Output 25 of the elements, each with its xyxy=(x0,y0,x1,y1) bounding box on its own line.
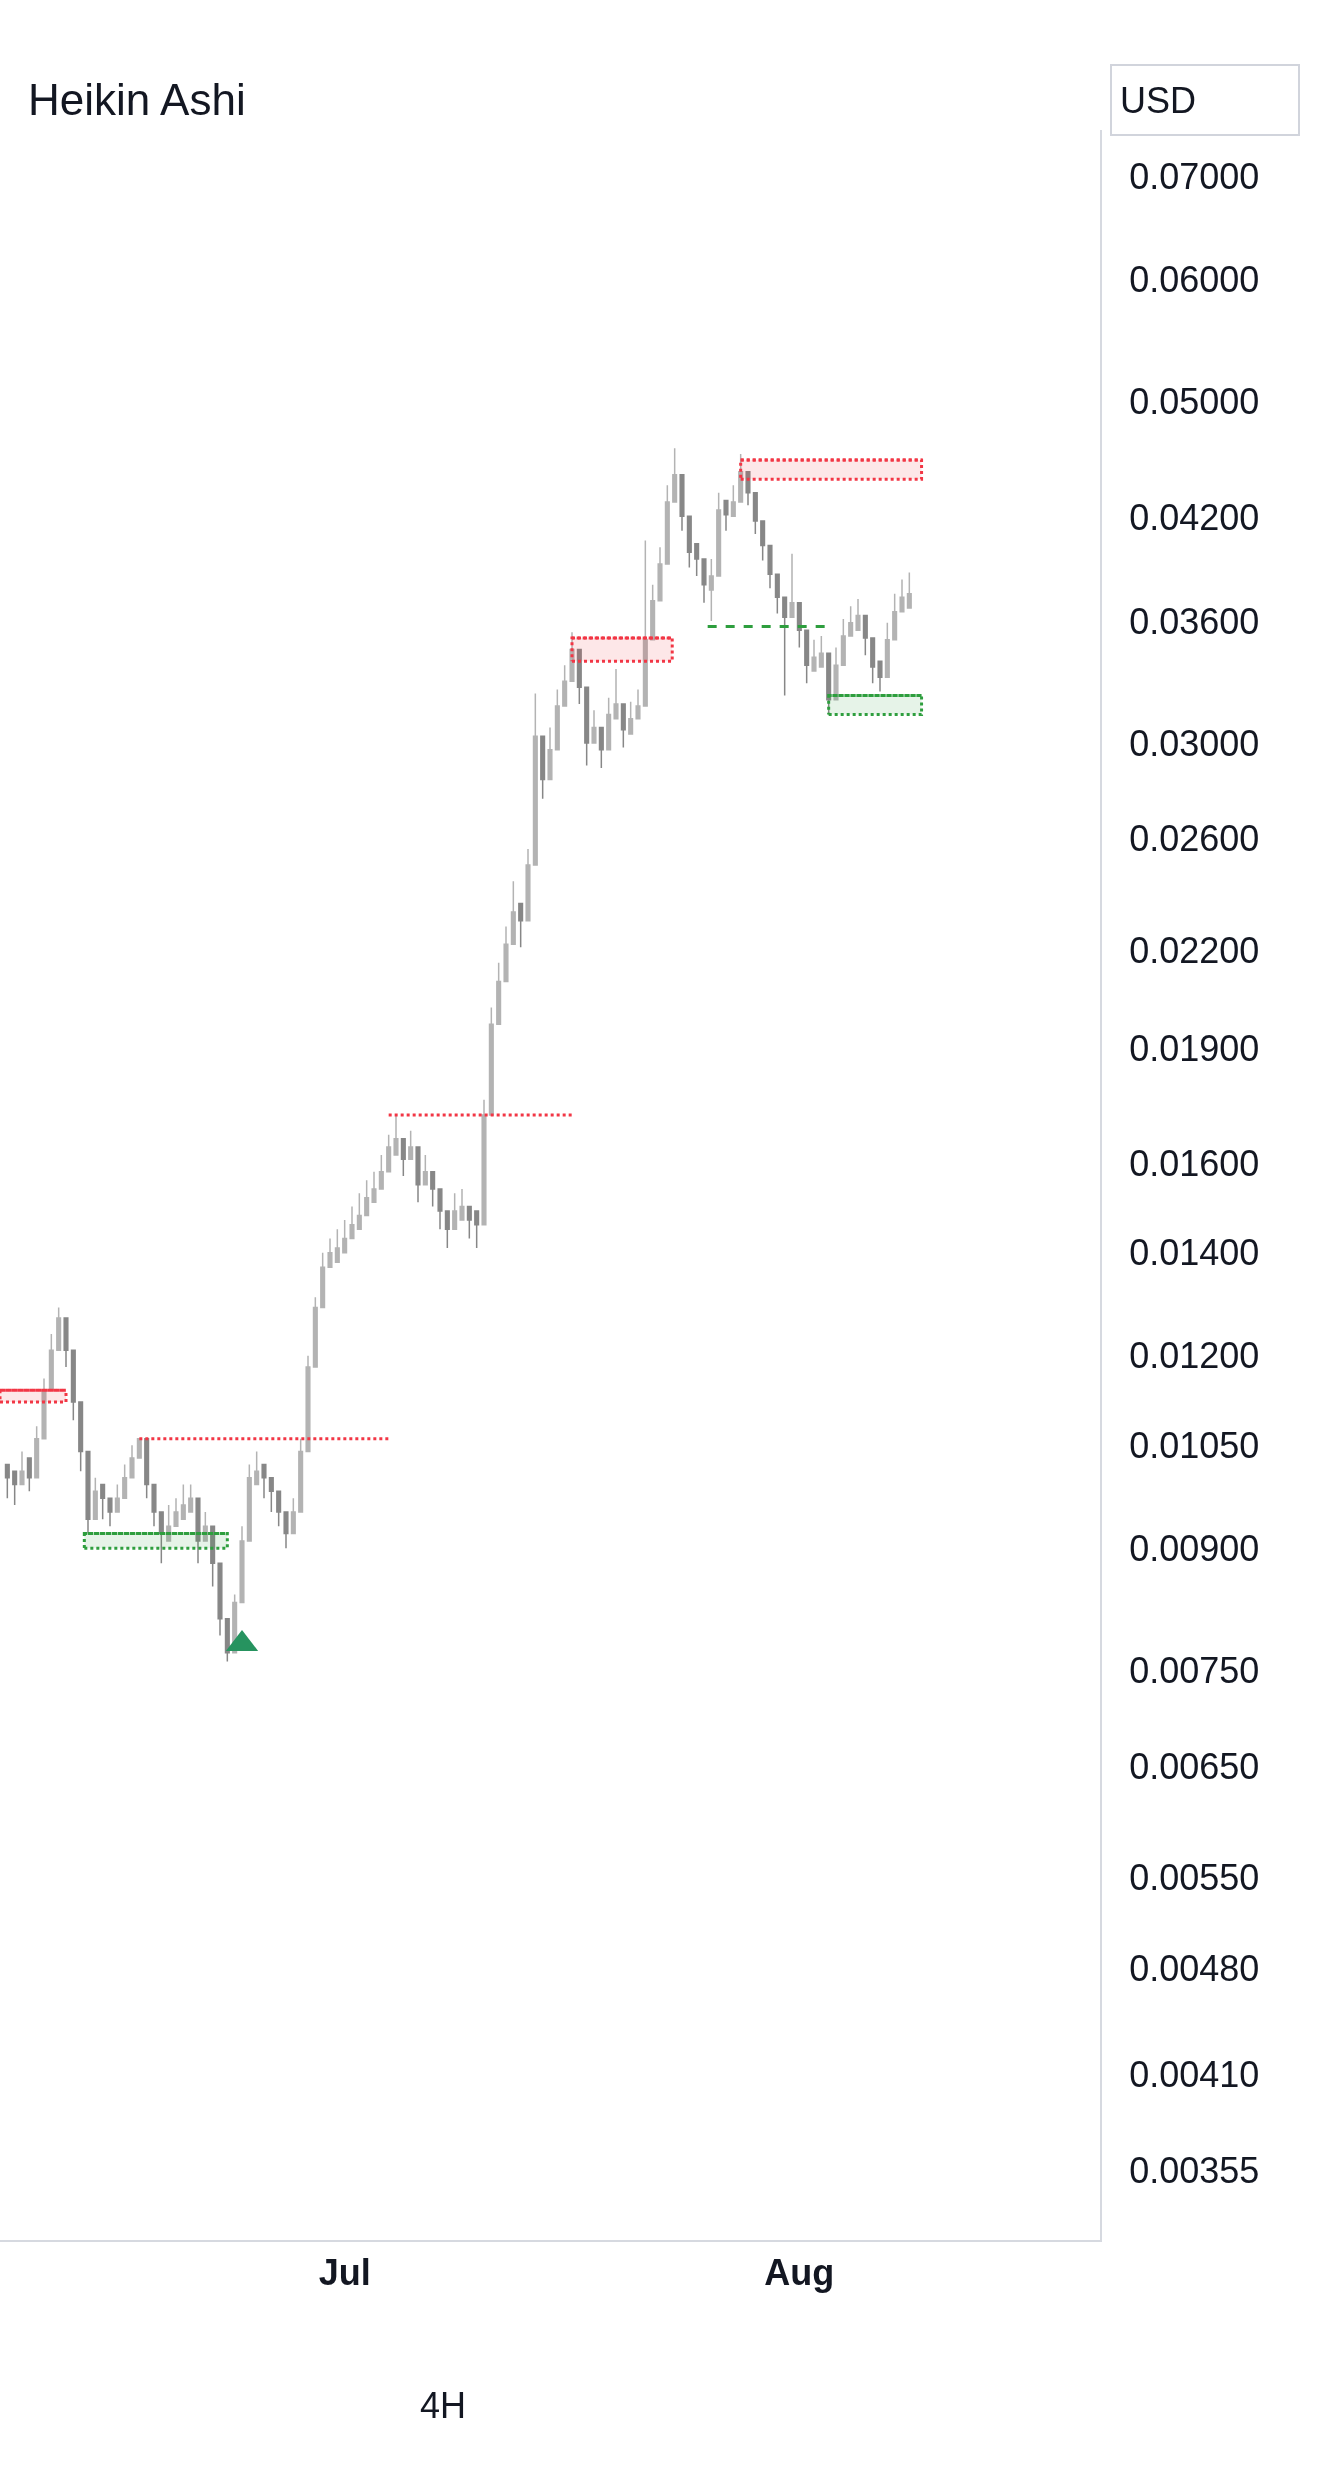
x-tick-label: Jul xyxy=(318,2252,371,2294)
y-tick-label: 0.03000 xyxy=(1129,722,1260,764)
y-tick-label: 0.07000 xyxy=(1129,155,1260,197)
y-tick-label: 0.00410 xyxy=(1129,2053,1260,2095)
y-tick-label: 0.04200 xyxy=(1129,497,1260,539)
text: 4H xyxy=(420,2385,467,2426)
y-tick-label: 0.00355 xyxy=(1129,2150,1260,2192)
y-tick-label: 0.00900 xyxy=(1129,1527,1260,1569)
y-tick-label: 0.00750 xyxy=(1129,1649,1260,1691)
y-tick-label: 0.01600 xyxy=(1129,1143,1260,1185)
x-tick-label: Aug xyxy=(764,2252,835,2294)
chart-title: Heikin Ashi xyxy=(28,75,246,125)
y-tick-label: 0.01400 xyxy=(1129,1232,1260,1274)
y-tick-label: 0.06000 xyxy=(1129,258,1260,300)
y-tick-label: 0.01200 xyxy=(1129,1335,1260,1377)
y-tick-label: 0.01050 xyxy=(1129,1424,1260,1466)
y-tick-label: 0.00550 xyxy=(1129,1857,1260,1899)
y-tick-label: 0.00480 xyxy=(1129,1948,1260,1990)
y-tick-label: 0.02200 xyxy=(1129,929,1260,971)
y-tick-label: 0.00650 xyxy=(1129,1745,1260,1787)
y-tick-label: 0.02600 xyxy=(1129,818,1260,860)
y-tick-label: 0.05000 xyxy=(1129,380,1260,422)
y-tick-label: 0.01900 xyxy=(1129,1028,1260,1070)
text: USD xyxy=(1120,79,1197,121)
y-tick-label: 0.03600 xyxy=(1129,600,1260,642)
